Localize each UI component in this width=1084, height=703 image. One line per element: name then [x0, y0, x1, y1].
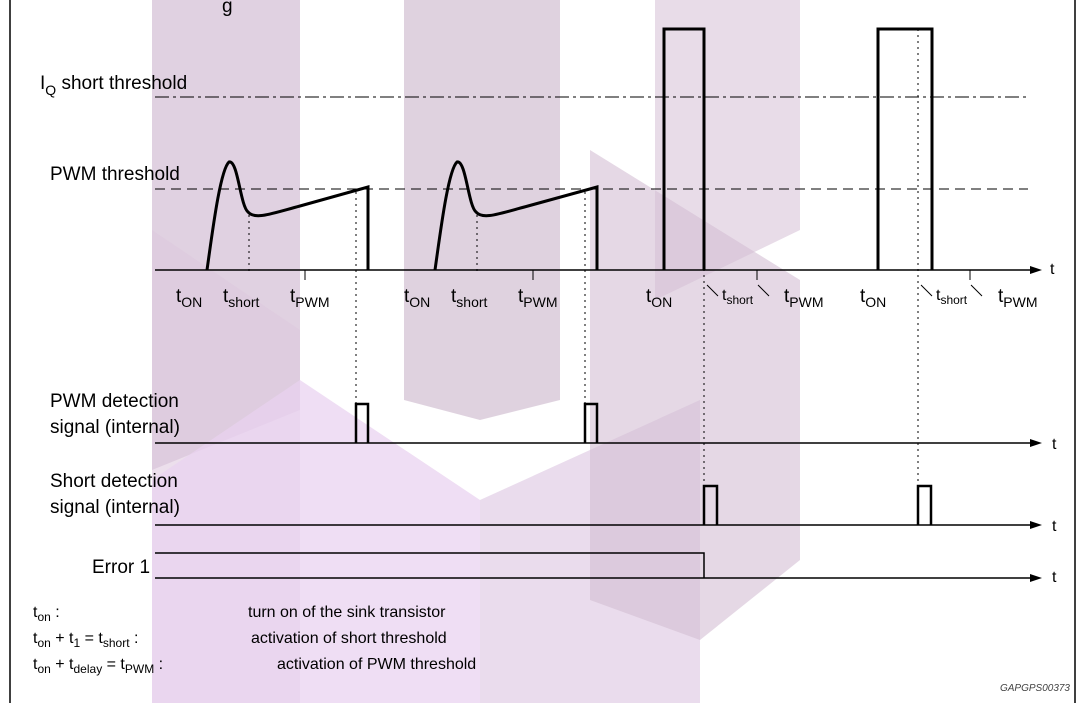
pwm-detection-label-line1: PWM detection: [50, 391, 179, 412]
short-detection-label-line2: signal (internal): [50, 497, 180, 518]
legend-description: turn on of the sink transistor: [248, 604, 446, 621]
legend-description: activation of short threshold: [251, 630, 447, 647]
t-pwm-label: tPWM: [784, 286, 824, 310]
tick-marks: [304, 270, 983, 297]
pwm-detection-label-line2: signal (internal): [50, 417, 180, 438]
short-detection-signal: Short detection signal (internal) t: [50, 471, 1057, 535]
t-pwm-label: tPWM: [998, 286, 1038, 310]
iq-short-threshold-label: IQ short threshold: [40, 73, 187, 98]
legend-term: ton :: [33, 604, 60, 624]
time-axis-label: t: [1052, 518, 1057, 535]
t-pwm-label: tPWM: [518, 286, 558, 310]
pwm-threshold-label: PWM threshold: [50, 164, 180, 185]
time-axis-label: t: [1050, 261, 1055, 278]
legend: ton : turn on of the sink transistor ton +…: [33, 604, 476, 676]
reference-code: GAPGPS00373: [1000, 683, 1070, 694]
error-signal: Error 1 t: [92, 552, 1057, 586]
current-waveform: [205, 27, 934, 271]
timing-labels: tON tshort tPWM tON tshort tPWM tON tsho…: [176, 286, 1038, 310]
pwm-detection-signal: PWM detection signal (internal) t: [50, 391, 1057, 453]
main-time-axis: t: [155, 261, 1055, 278]
short-detection-label-line1: Short detection: [50, 471, 178, 492]
t-on-label: tON: [860, 286, 886, 310]
t-pwm-label: tPWM: [290, 286, 330, 310]
watermark-logo: [152, 0, 800, 703]
time-axis-label: t: [1052, 436, 1057, 453]
legend-description: activation of PWM threshold: [277, 656, 476, 673]
figure-frame: [9, 0, 1076, 703]
legend-term: ton + tdelay = tPWM :: [33, 656, 163, 676]
legend-term: ton + t1 = tshort :: [33, 630, 138, 650]
t-on-label: tON: [646, 286, 672, 310]
t-on-label: tON: [404, 286, 430, 310]
t-short-label: tshort: [223, 286, 260, 310]
t-on-label: tON: [176, 286, 202, 310]
t-short-label: tshort: [936, 287, 968, 307]
header-fragment: g: [222, 0, 233, 17]
time-axis-label: t: [1052, 569, 1057, 586]
t-short-label: tshort: [451, 286, 488, 310]
t-short-label: tshort: [722, 287, 754, 307]
timing-markers: [248, 29, 919, 512]
error-label: Error 1: [92, 557, 150, 578]
